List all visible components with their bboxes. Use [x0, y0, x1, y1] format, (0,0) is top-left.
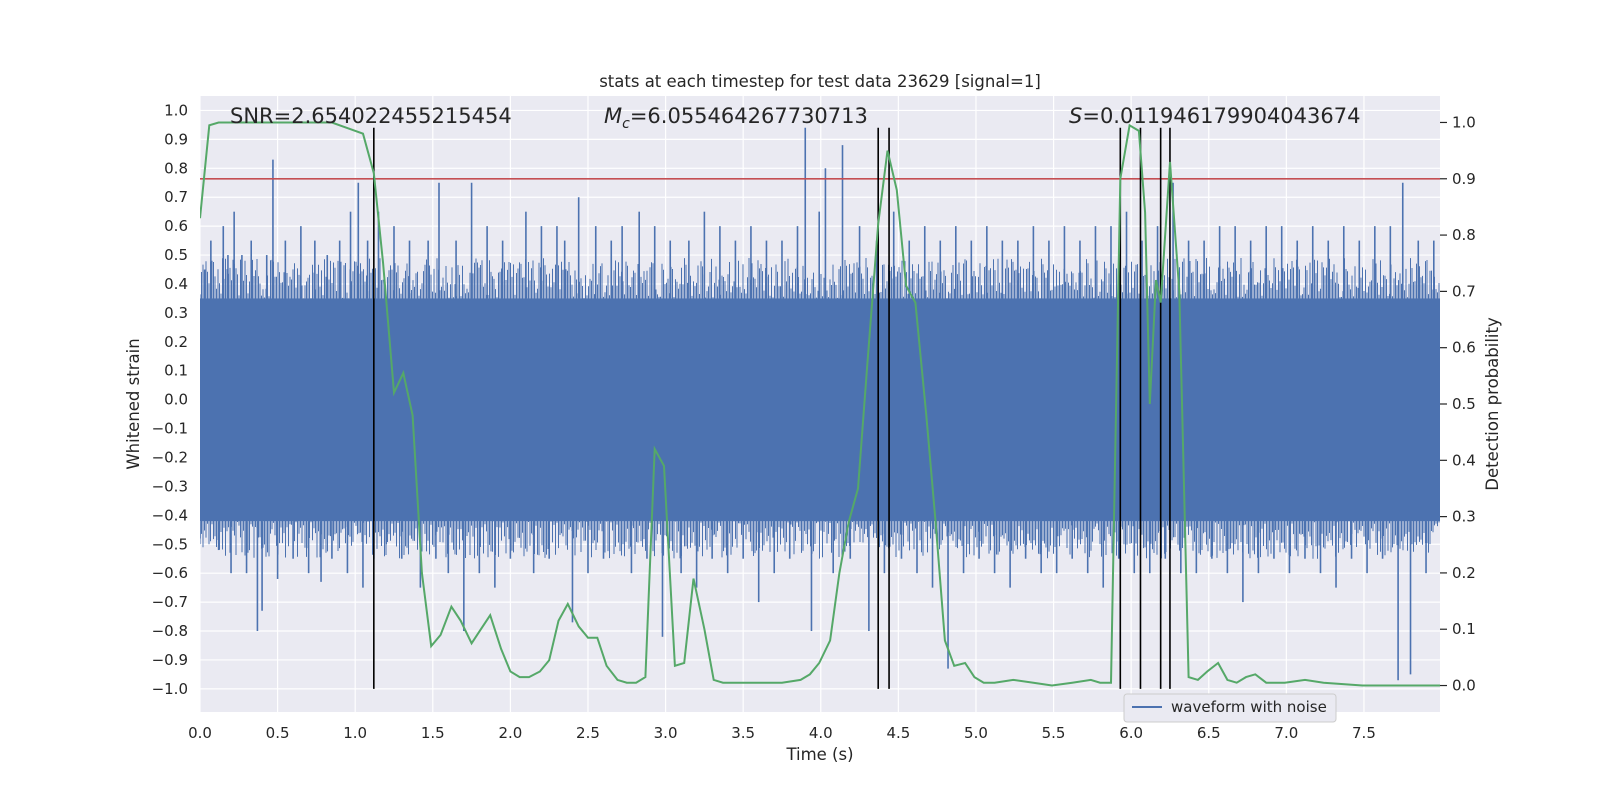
- y-tick-label-11: −0.1: [152, 420, 188, 438]
- y2-axis-label: Detection probability: [1483, 317, 1502, 491]
- y2-tick-label-4: 0.6: [1452, 339, 1476, 357]
- s-annotation: S=0.011946179904043674: [1069, 104, 1360, 128]
- y-tick-label-16: −0.6: [152, 564, 188, 582]
- y-tick-label-15: −0.5: [152, 535, 188, 553]
- vertical-markers: [373, 127, 1171, 689]
- y-axis-ticks: 1.0 0.9 0.8 0.7 0.6 0.5 0.4 0.3 0.2 0.1 0.0 −0.1 −0.…: [152, 101, 188, 697]
- probability-series: [200, 121, 1440, 687]
- x-axis-label: Time (s): [785, 745, 853, 764]
- y-tick-label-9: 0.1: [164, 362, 188, 380]
- s-value: =0.011946179904043674: [1082, 104, 1360, 128]
- y2-tick-label-0: 1.0: [1452, 113, 1476, 131]
- x-tick-label-12: 6.0: [1119, 724, 1143, 742]
- x-tick-label-11: 5.5: [1042, 724, 1066, 742]
- y2-tick-label-7: 0.3: [1452, 508, 1476, 526]
- y-tick-label-0: 1.0: [164, 101, 188, 119]
- y-tick-label-18: −0.8: [152, 622, 188, 640]
- y-tick-label-13: −0.3: [152, 477, 188, 495]
- y-tick-label-19: −0.9: [152, 651, 188, 669]
- y2-tick-label-9: 0.1: [1452, 620, 1476, 638]
- x-tick-label-2: 1.0: [343, 724, 367, 742]
- y-tick-label-10: 0.0: [164, 391, 188, 409]
- probability-line: [200, 121, 1440, 687]
- x-tick-label-3: 1.5: [421, 724, 445, 742]
- mc-subscript: c: [622, 116, 630, 132]
- y-tick-label-5: 0.5: [164, 246, 188, 264]
- legend-box: [1123, 693, 1337, 723]
- x-tick-label-4: 2.0: [498, 724, 522, 742]
- x-tick-label-15: 7.5: [1352, 724, 1376, 742]
- waveform-series: [200, 127, 1440, 681]
- y-tick-label-14: −0.4: [152, 506, 188, 524]
- y-tick-label-20: −1.0: [152, 680, 188, 698]
- chart-title: stats at each timestep for test data 236…: [599, 72, 1041, 91]
- x-tick-label-14: 7.0: [1274, 724, 1298, 742]
- y-tick-label-2: 0.8: [164, 159, 188, 177]
- mc-annotation: Mc=6.055464267730713: [604, 104, 868, 132]
- mc-symbol: M: [604, 104, 622, 128]
- x-tick-label-5: 2.5: [576, 724, 600, 742]
- y2-axis-ticks: 1.0 0.9 0.8 0.7 0.6 0.5 0.4 0.3 0.2 0.1 0.0: [1440, 113, 1476, 695]
- y2-tick-label-2: 0.8: [1452, 226, 1476, 244]
- y-tick-label-17: −0.7: [152, 593, 188, 611]
- y-tick-label-4: 0.6: [164, 217, 188, 235]
- y2-tick-label-6: 0.4: [1452, 451, 1476, 469]
- s-symbol: S: [1069, 104, 1082, 128]
- x-tick-label-9: 4.5: [886, 724, 910, 742]
- y-tick-label-6: 0.4: [164, 275, 188, 293]
- legend: waveform with noise: [1123, 693, 1337, 723]
- mc-value: =6.055464267730713: [630, 104, 868, 128]
- x-tick-label-10: 5.0: [964, 724, 988, 742]
- legend-label-waveform: waveform with noise: [1171, 698, 1327, 716]
- y-axis-label: Whitened strain: [124, 338, 143, 469]
- x-tick-label-13: 6.5: [1197, 724, 1221, 742]
- x-tick-label-7: 3.5: [731, 724, 755, 742]
- snr-annotation: SNR=2.654022455215454: [230, 104, 512, 128]
- x-tick-label-6: 3.0: [654, 724, 678, 742]
- y2-tick-label-8: 0.2: [1452, 564, 1476, 582]
- x-axis-ticks: 0.0 0.5 1.0 1.5 2.0 2.5 3.0 3.5 4.0 4.5 5.0 5.5 6.0 6…: [188, 724, 1376, 742]
- y-tick-label-12: −0.2: [152, 449, 188, 467]
- y2-tick-label-5: 0.5: [1452, 395, 1476, 413]
- y2-tick-label-3: 0.7: [1452, 282, 1476, 300]
- x-tick-label-1: 0.5: [266, 724, 290, 742]
- y-tick-label-3: 0.7: [164, 188, 188, 206]
- y-tick-label-7: 0.3: [164, 304, 188, 322]
- y2-tick-label-1: 0.9: [1452, 170, 1476, 188]
- x-tick-label-8: 4.0: [809, 724, 833, 742]
- y2-tick-label-10: 0.0: [1452, 677, 1476, 695]
- y-tick-label-1: 0.9: [164, 130, 188, 148]
- y-tick-label-8: 0.2: [164, 333, 188, 351]
- x-tick-label-0: 0.0: [188, 724, 212, 742]
